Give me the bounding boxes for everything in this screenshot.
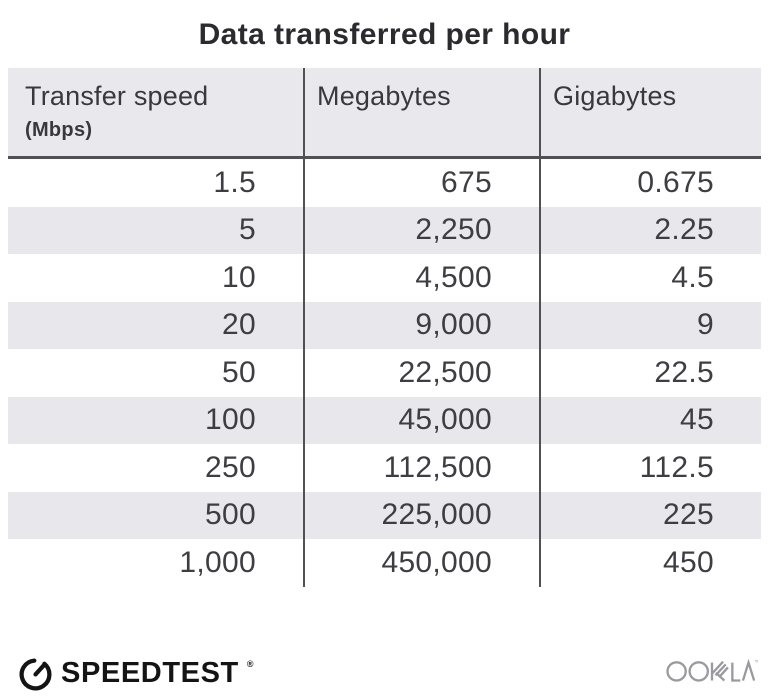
table-cell-gigabytes: 45 [539,396,761,444]
ookla-trademark-mark: ™ [754,659,758,666]
table-cell-gigabytes: 112.5 [539,444,761,492]
table-cell-megabytes: 4,500 [303,254,539,302]
table-cell-transfer-speed: 250 [205,450,256,484]
table-row: 500 225,000 225 [8,491,761,539]
table-cell-megabytes: 225,000 [303,491,539,539]
table-cell-transfer-speed: 500 [205,498,256,532]
table-cell-transfer-speed: 20 [222,308,256,342]
ookla-letter-o2 [688,661,709,682]
table-cell-gigabytes: 4.5 [539,254,761,302]
table-cell-gigabytes: 0.675 [539,159,761,207]
table-cell-transfer-speed: 1.5 [213,165,256,199]
table-cell-megabytes: 9,000 [303,301,539,349]
table-cell-transfer-speed: 1,000 [179,545,256,579]
table-cell-megabytes: 675 [303,159,539,207]
ookla-letter-o1 [666,661,687,682]
table-cell-gigabytes: 2.25 [539,206,761,254]
ookla-logo: ™ [666,650,761,689]
table-cell-gigabytes: 22.5 [539,349,761,397]
table-row: 20 9,000 9 [8,301,761,349]
column-header-label: Megabytes [317,81,451,111]
table-row: 5 2,250 2.25 [8,206,761,254]
table-body: 1.5 675 0.675 5 2,250 2.25 10 4,500 4.5 … [8,159,761,587]
data-table: Transfer speed (Mbps) Megabytes Gigabyte… [8,68,761,587]
column-header-label: Transfer speed [25,81,209,111]
footer: SPEEDTEST ® ™ [0,648,769,698]
table-cell-transfer-speed: 50 [222,355,256,389]
table-cell-megabytes: 450,000 [303,539,539,587]
speedtest-logo: SPEEDTEST ® [17,655,254,692]
table-row: 1,000 450,000 450 [8,539,761,587]
table-cell-megabytes: 45,000 [303,396,539,444]
table-cell-megabytes: 22,500 [303,349,539,397]
page-title: Data transferred per hour [198,18,571,51]
speedtest-wordmark: SPEEDTEST [61,657,239,689]
table-cell-gigabytes: 9 [539,301,761,349]
table-cell-transfer-speed: 10 [222,260,256,294]
table-row: 10 4,500 4.5 [8,254,761,302]
column-header-megabytes: Megabytes [303,68,539,159]
table-cell-megabytes: 2,250 [303,206,539,254]
table-row: 50 22,500 22.5 [8,349,761,397]
column-header-unit: (Mbps) [25,119,93,141]
table-cell-gigabytes: 225 [539,491,761,539]
table-header-row: Transfer speed (Mbps) Megabytes Gigabyte… [8,68,761,159]
column-header-transfer-speed: Transfer speed (Mbps) [8,68,303,159]
table-row: 100 45,000 45 [8,396,761,444]
column-header-gigabytes: Gigabytes [539,68,761,159]
table-cell-transfer-speed: 100 [205,403,256,437]
table-cell-transfer-speed: 5 [239,213,256,247]
table-cell-gigabytes: 450 [539,539,761,587]
table-cell-megabytes: 112,500 [303,444,539,492]
table-row: 250 112,500 112.5 [8,444,761,492]
table-row: 1.5 675 0.675 [8,159,761,207]
registered-trademark-mark: ® [246,658,254,669]
column-header-label: Gigabytes [553,81,677,111]
speedtest-gauge-icon [17,655,54,692]
